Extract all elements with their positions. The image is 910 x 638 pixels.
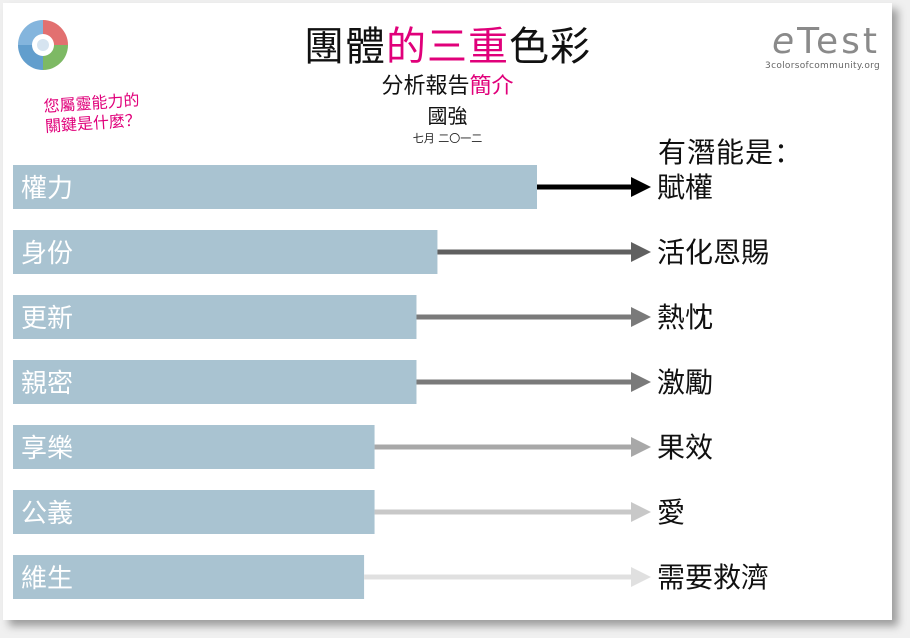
logo-icon [18,20,68,70]
result-label-6: 需要救濟 [657,561,769,594]
result-label-4: 果效 [657,431,713,464]
bar-4 [13,425,375,469]
brand-logo: eTest 3colorsofcommunity.org [765,21,880,72]
page-subtitle: 分析報告簡介 [381,74,514,99]
arrow-head-5 [631,502,651,522]
bar-label-0: 權力 [21,174,73,204]
arrow-head-1 [631,242,651,262]
result-label-2: 熱忱 [657,301,713,334]
arrow-head-2 [631,307,651,327]
arrow-head-6 [631,567,651,587]
bar-label-6: 維生 [21,564,73,594]
page-title: 團體的三重色彩 [304,24,591,70]
result-label-5: 愛 [657,496,685,529]
bar-label-5: 公義 [21,499,73,529]
result-label-3: 激勵 [657,366,713,399]
bar-label-1: 身份 [21,239,73,269]
result-label-1: 活化恩賜 [657,236,769,269]
report-slide: 團體的三重色彩 分析報告簡介 國強 七月 二〇一二 eTest 3colorso… [3,3,892,620]
bar-6 [13,555,365,599]
bar-2 [13,295,417,339]
arrow-head-4 [631,437,651,457]
bar-label-2: 更新 [21,304,73,334]
bar-5 [13,490,375,534]
community-name: 國強 [427,104,468,128]
bar-1 [13,230,438,274]
report-date: 七月 二〇一二 [412,132,483,145]
bar-0 [13,165,537,209]
brand-website: 3colorsofcommunity.org [765,61,880,71]
arrow-head-0 [631,177,651,197]
arrow-head-3 [631,372,651,392]
bar-label-3: 親密 [21,369,73,399]
bar-label-4: 享樂 [21,434,73,464]
result-label-0: 賦權 [657,171,713,204]
potential-heading: 有潛能是： [658,136,804,169]
bar-3 [13,360,417,404]
